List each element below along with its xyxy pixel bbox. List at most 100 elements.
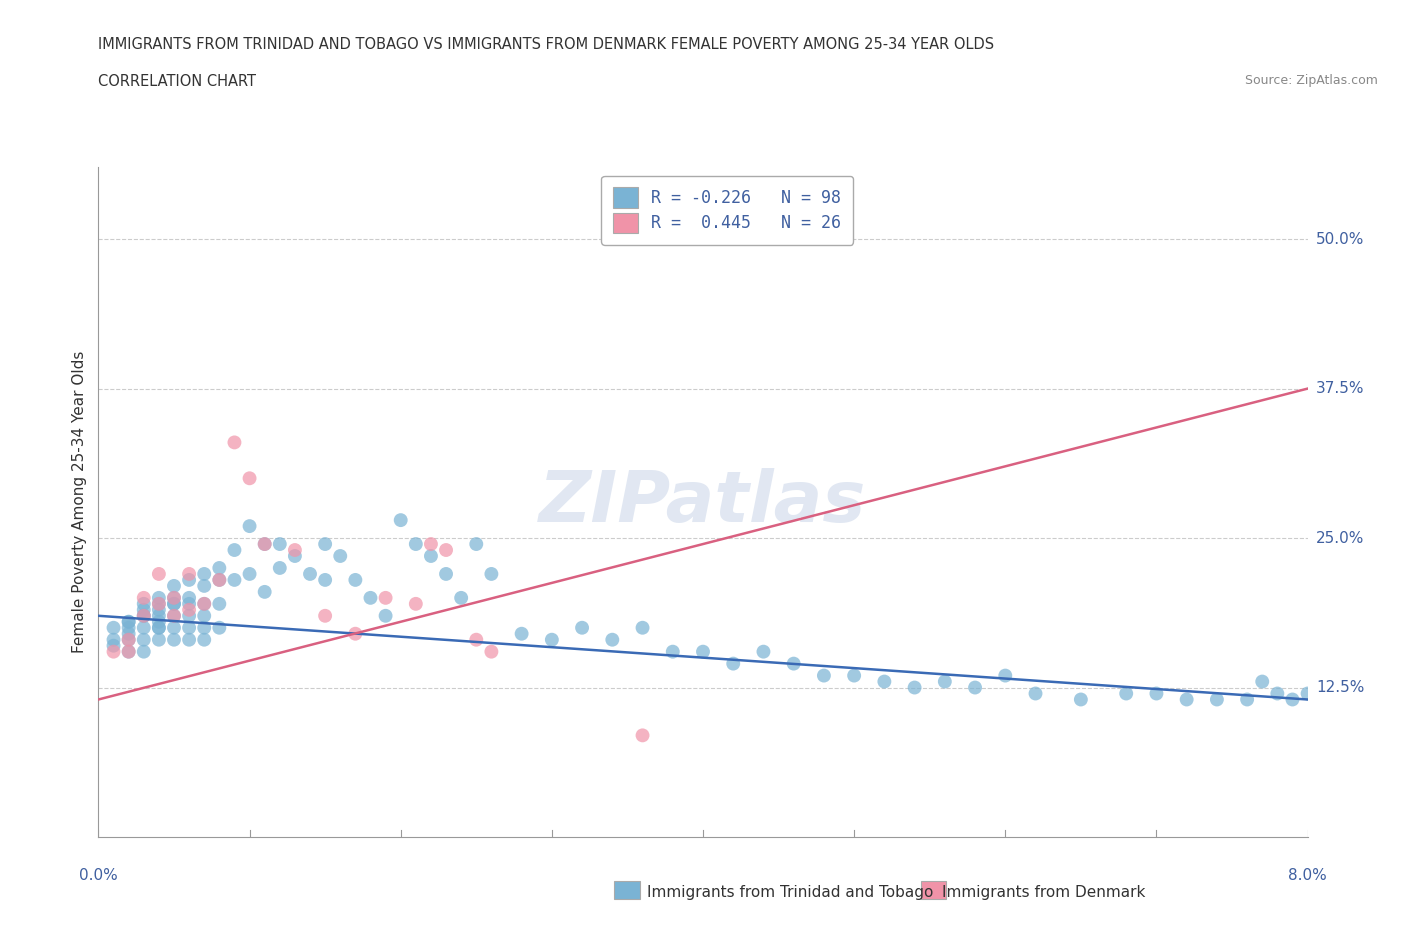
Point bbox=[132, 603, 155, 618]
Point bbox=[405, 596, 427, 611]
Point bbox=[193, 632, 215, 647]
Point bbox=[1024, 686, 1046, 701]
Point bbox=[132, 608, 155, 623]
Point bbox=[179, 608, 201, 623]
Point bbox=[132, 591, 155, 605]
Point bbox=[163, 632, 186, 647]
Point bbox=[934, 674, 956, 689]
Point bbox=[208, 596, 231, 611]
Point bbox=[844, 668, 866, 683]
Point bbox=[1236, 692, 1258, 707]
Point bbox=[193, 596, 215, 611]
Point bbox=[465, 537, 488, 551]
Point bbox=[193, 596, 215, 611]
Text: Source: ZipAtlas.com: Source: ZipAtlas.com bbox=[1244, 74, 1378, 87]
Point bbox=[540, 632, 562, 647]
Point bbox=[103, 620, 125, 635]
Point bbox=[903, 680, 925, 695]
Point bbox=[269, 561, 291, 576]
Point bbox=[239, 519, 262, 534]
Point bbox=[163, 596, 186, 611]
Y-axis label: Female Poverty Among 25-34 Year Olds: Female Poverty Among 25-34 Year Olds bbox=[72, 351, 87, 654]
Point bbox=[132, 620, 155, 635]
Point bbox=[965, 680, 987, 695]
Point bbox=[118, 620, 141, 635]
Text: ZIPatlas: ZIPatlas bbox=[540, 468, 866, 537]
Point bbox=[1281, 692, 1303, 707]
Point bbox=[510, 626, 533, 641]
Point bbox=[1296, 686, 1319, 701]
Point bbox=[873, 674, 896, 689]
Point bbox=[661, 644, 683, 659]
Point bbox=[118, 615, 141, 630]
Point bbox=[359, 591, 381, 605]
Point bbox=[374, 608, 396, 623]
Point bbox=[208, 573, 231, 588]
Point bbox=[434, 542, 457, 557]
Point bbox=[479, 566, 503, 581]
Text: Immigrants from Denmark: Immigrants from Denmark bbox=[942, 885, 1146, 900]
Text: 25.0%: 25.0% bbox=[1316, 531, 1364, 546]
Point bbox=[752, 644, 775, 659]
Point bbox=[193, 566, 215, 581]
Point bbox=[193, 578, 215, 593]
Point bbox=[723, 657, 745, 671]
Point bbox=[103, 644, 125, 659]
Point bbox=[224, 573, 246, 588]
Point bbox=[118, 632, 141, 647]
Point bbox=[208, 573, 231, 588]
Text: 12.5%: 12.5% bbox=[1316, 680, 1364, 695]
Point bbox=[179, 591, 201, 605]
Bar bbox=[614, 881, 640, 899]
Point bbox=[602, 632, 624, 647]
Point bbox=[179, 573, 201, 588]
Point bbox=[269, 537, 291, 551]
Point bbox=[299, 566, 322, 581]
Point bbox=[479, 644, 503, 659]
Point bbox=[163, 591, 186, 605]
Point bbox=[1115, 686, 1137, 701]
Point bbox=[148, 566, 170, 581]
Point bbox=[419, 549, 441, 564]
Point bbox=[344, 626, 367, 641]
Point bbox=[1070, 692, 1092, 707]
Point bbox=[179, 632, 201, 647]
Point bbox=[132, 608, 155, 623]
Point bbox=[132, 632, 155, 647]
Point bbox=[1175, 692, 1198, 707]
Point bbox=[148, 620, 170, 635]
Point bbox=[692, 644, 714, 659]
Point bbox=[224, 542, 246, 557]
Point bbox=[631, 620, 654, 635]
Point bbox=[253, 537, 276, 551]
Point bbox=[118, 632, 141, 647]
Point bbox=[179, 620, 201, 635]
Text: 37.5%: 37.5% bbox=[1316, 381, 1364, 396]
Text: 50.0%: 50.0% bbox=[1316, 232, 1364, 246]
Point bbox=[179, 566, 201, 581]
Point bbox=[389, 512, 412, 527]
Point bbox=[118, 615, 141, 630]
Point bbox=[1205, 692, 1229, 707]
Point bbox=[208, 561, 231, 576]
Point bbox=[314, 608, 336, 623]
Point bbox=[631, 728, 654, 743]
Point bbox=[434, 566, 457, 581]
Point bbox=[208, 620, 231, 635]
Point bbox=[148, 632, 170, 647]
Point bbox=[239, 471, 262, 485]
Point bbox=[571, 620, 593, 635]
Point bbox=[314, 537, 336, 551]
Point bbox=[1251, 674, 1274, 689]
Point bbox=[1265, 686, 1288, 701]
Point bbox=[163, 578, 186, 593]
Point bbox=[148, 596, 170, 611]
Point bbox=[239, 566, 262, 581]
Point bbox=[224, 435, 246, 450]
Point bbox=[450, 591, 472, 605]
Text: 8.0%: 8.0% bbox=[1288, 868, 1327, 883]
Point bbox=[813, 668, 835, 683]
Point bbox=[148, 620, 170, 635]
Text: Immigrants from Trinidad and Tobago: Immigrants from Trinidad and Tobago bbox=[647, 885, 934, 900]
Point bbox=[465, 632, 488, 647]
